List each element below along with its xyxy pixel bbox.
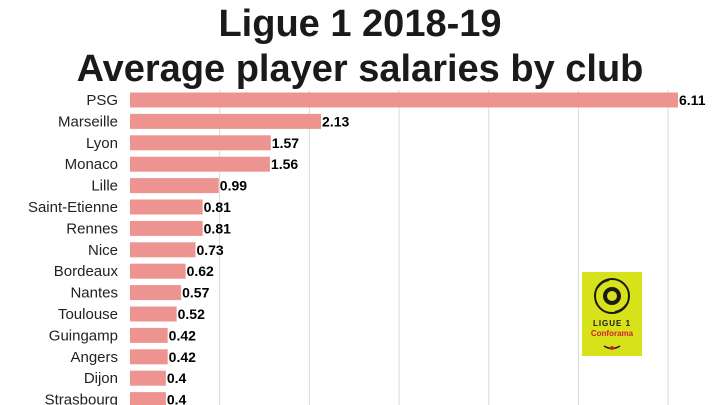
bar-psg: [130, 92, 678, 108]
value-label: 0.42: [169, 349, 196, 365]
bar-nantes: [130, 285, 182, 301]
chart-title-line-2: Average player salaries by club: [76, 48, 644, 90]
value-label: 0.57: [182, 285, 209, 301]
value-label: 0.52: [178, 306, 205, 322]
category-label: Monaco: [65, 156, 118, 173]
logo-text-ligue1: LIGUE 1: [592, 319, 632, 328]
value-label: 0.4: [167, 370, 187, 386]
value-label: 0.73: [196, 242, 223, 258]
category-label: Lyon: [86, 135, 118, 152]
bar-marseille: [130, 113, 322, 129]
chart-title-line-1: Ligue 1 2018-19: [218, 3, 502, 45]
category-label: PSG: [86, 92, 118, 109]
bar-guingamp: [130, 327, 168, 343]
bar-angers: [130, 349, 168, 365]
value-label: 1.56: [271, 156, 298, 172]
ligue1-logo: LIGUE 1 Conforama: [582, 272, 642, 356]
category-label: Dijon: [84, 370, 118, 387]
bar-lille: [130, 178, 219, 194]
category-label: Saint-Etienne: [28, 199, 118, 216]
value-label: 1.57: [272, 135, 299, 151]
value-label: 0.42: [169, 327, 196, 343]
labels: PSG 6.11 Marseille 2.13 Lyon 1.57 Monaco 1.56 Li…: [28, 92, 706, 405]
bar-strasbourg: [130, 392, 166, 405]
category-label: Nice: [88, 242, 118, 259]
category-label: Marseille: [58, 113, 118, 130]
bar-toulouse: [130, 306, 177, 322]
category-label: Toulouse: [58, 306, 118, 323]
value-label: 2.13: [322, 113, 349, 129]
bar-dijon: [130, 370, 166, 386]
category-label: Guingamp: [49, 327, 118, 344]
value-label: 0.62: [187, 263, 214, 279]
bars: [130, 92, 678, 405]
category-label: Nantes: [70, 285, 118, 302]
bar-bordeaux: [130, 263, 186, 279]
category-label: Angers: [70, 349, 118, 366]
category-label: Rennes: [66, 220, 118, 237]
value-label: 0.81: [204, 199, 231, 215]
bar-lyon: [130, 135, 271, 151]
bar-monaco: [130, 156, 270, 172]
logo-text-conforama: Conforama: [590, 329, 634, 338]
value-label: 0.4: [167, 392, 187, 405]
value-label: 6.11: [679, 92, 706, 108]
ligue1-emblem-icon: [594, 278, 630, 350]
category-label: Bordeaux: [54, 263, 119, 280]
value-label: 0.81: [204, 220, 231, 236]
category-label: Strasbourg: [45, 392, 118, 405]
bar-saint-etienne: [130, 199, 203, 215]
bar-nice: [130, 242, 196, 258]
value-label: 0.99: [220, 178, 247, 194]
category-label: Lille: [91, 178, 118, 195]
bar-rennes: [130, 220, 203, 236]
